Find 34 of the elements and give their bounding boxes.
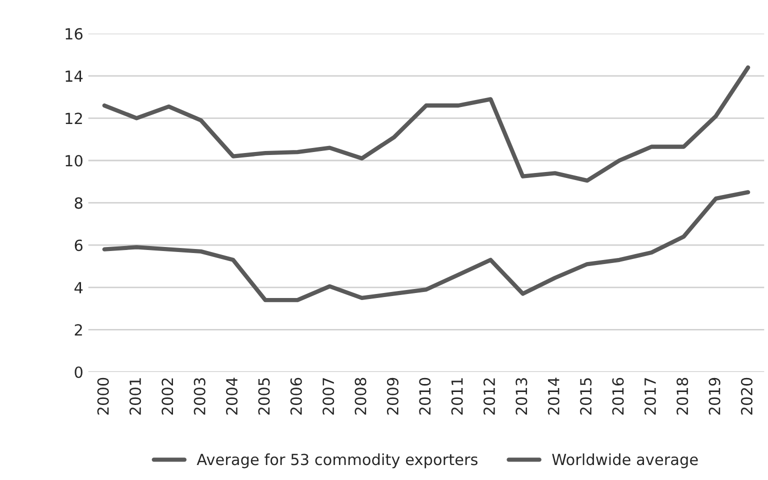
x-tick-label: 2000 (97, 378, 109, 415)
x-tick-label: 2005 (258, 378, 270, 415)
legend-label: Average for 53 commodity exporters (196, 453, 478, 468)
y-tick-label: 8 (74, 197, 82, 209)
x-tick-label: 2013 (516, 378, 528, 415)
line-series (102, 65, 750, 183)
legend-label: Worldwide average (552, 453, 698, 468)
x-tick-label: 2020 (740, 378, 752, 415)
y-tick-label: 12 (66, 112, 82, 124)
y-tick-label: 6 (74, 240, 82, 252)
x-tick-label: 2017 (644, 378, 656, 415)
x-tick-label: 2010 (419, 378, 431, 415)
x-tick-label: 2006 (290, 378, 302, 415)
x-tick-label: 2018 (676, 378, 688, 415)
y-tick-label: 4 (74, 282, 83, 294)
x-tick-label: 2014 (548, 378, 560, 415)
x-tick-label: 2012 (483, 378, 496, 415)
y-tick-label: 0 (74, 366, 82, 378)
x-tick-label: 2016 (612, 378, 624, 415)
y-tick-label: 10 (66, 154, 82, 167)
x-tick-label: 2019 (708, 378, 720, 415)
x-tick-label: 2004 (226, 378, 238, 415)
x-tick-label: 2001 (129, 378, 142, 415)
x-tick-label: 2002 (162, 378, 174, 415)
y-tick-label: 14 (66, 70, 83, 82)
x-tick-label: 2003 (194, 378, 206, 415)
x-tick-label: 2007 (322, 378, 334, 415)
x-tick-label: 2009 (386, 378, 398, 415)
x-tick-label: 2011 (451, 378, 463, 415)
line-series (102, 190, 750, 302)
y-tick-label: 2 (74, 324, 82, 336)
x-tick-label: 2015 (580, 378, 592, 415)
y-tick-label: 16 (66, 28, 82, 40)
x-tick-label: 2008 (354, 378, 366, 415)
